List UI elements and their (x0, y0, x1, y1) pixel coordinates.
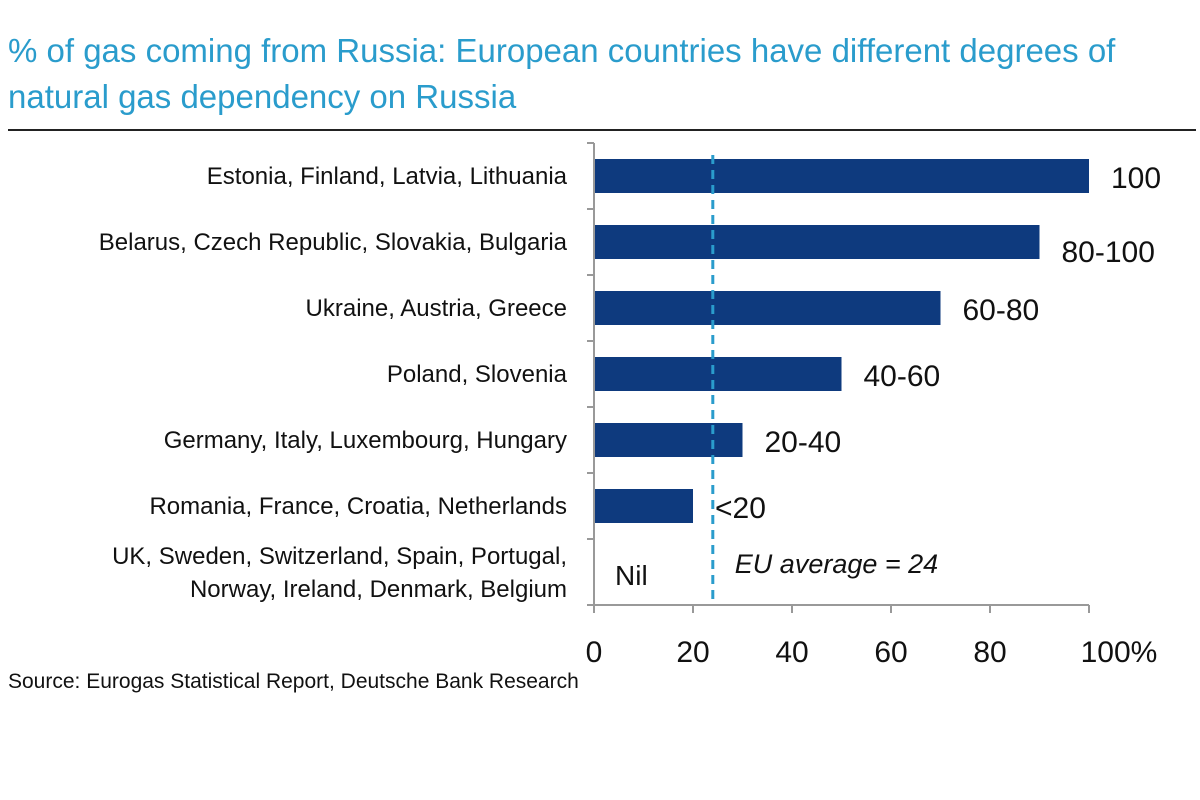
category-label: Estonia, Finland, Latvia, Lithuania (207, 163, 568, 190)
category-label: Belarus, Czech Republic, Slovakia, Bulga… (99, 229, 568, 256)
bar (595, 489, 693, 523)
data-label: 80-100 (1062, 236, 1155, 269)
data-label: <20 (715, 492, 766, 525)
eu-average-label: EU average = 24 (735, 549, 938, 579)
bar (595, 357, 842, 391)
x-tick-label: 40 (775, 636, 808, 669)
data-label: 20-40 (765, 426, 842, 459)
category-label: Romania, France, Croatia, Netherlands (149, 493, 567, 520)
chart-title: % of gas coming from Russia: European co… (8, 32, 1116, 115)
source-note: Source: Eurogas Statistical Report, Deut… (8, 670, 579, 693)
x-tick-label: 0 (586, 636, 603, 669)
x-tick-label: 80 (973, 636, 1006, 669)
x-tick-label: 100% (1081, 636, 1158, 669)
x-tick-label: 60 (874, 636, 907, 669)
title-divider (8, 129, 1196, 131)
bar (595, 225, 1040, 259)
data-label: 60-80 (963, 294, 1040, 327)
data-label: 100 (1111, 162, 1161, 195)
data-label: 40-60 (864, 360, 941, 393)
x-tick-label: 20 (676, 636, 709, 669)
category-label: Ukraine, Austria, Greece (306, 295, 567, 322)
category-label: Norway, Ireland, Denmark, Belgium (190, 576, 567, 603)
bar (595, 423, 743, 457)
category-label: Poland, Slovenia (387, 361, 568, 388)
category-label: UK, Sweden, Switzerland, Spain, Portugal… (112, 543, 567, 570)
bar (595, 291, 941, 325)
data-label: Nil (615, 560, 648, 591)
category-label: Germany, Italy, Luxembourg, Hungary (164, 427, 567, 454)
bar (595, 159, 1089, 193)
